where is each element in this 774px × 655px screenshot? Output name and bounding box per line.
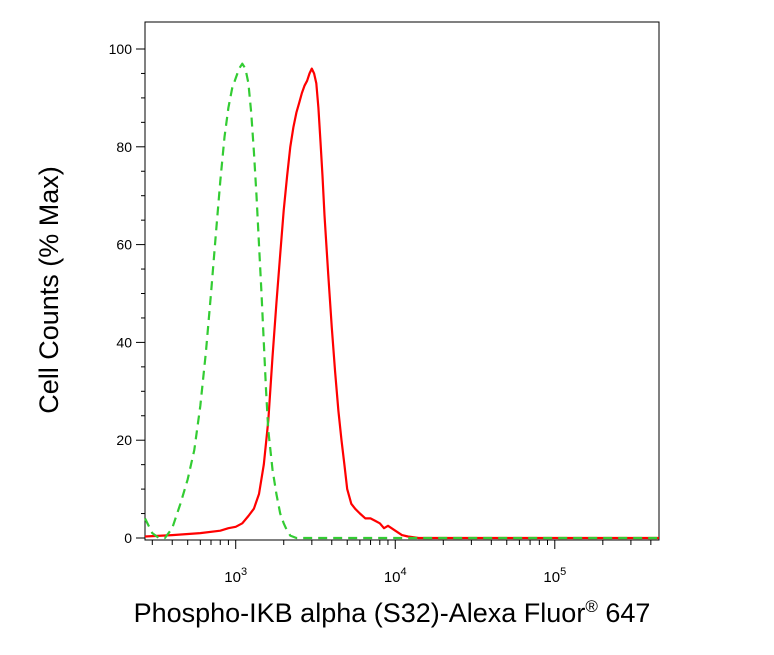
y-tick-marks bbox=[136, 48, 145, 539]
x-axis-title-suffix: 647 bbox=[598, 598, 651, 628]
x-tick-marks bbox=[151, 540, 652, 549]
x-tick-base: 10 bbox=[543, 569, 560, 586]
plot-frame bbox=[144, 21, 660, 541]
y-tick-label: 20 bbox=[116, 432, 132, 448]
y-tick-label: 40 bbox=[116, 334, 132, 350]
sample-histogram-line bbox=[144, 67, 659, 540]
x-tick-exponent: 3 bbox=[241, 566, 247, 578]
x-tick-label: 104 bbox=[384, 566, 407, 586]
x-tick-base: 10 bbox=[384, 569, 401, 586]
x-tick-exponent: 5 bbox=[560, 566, 566, 578]
x-axis-title-superscript: ® bbox=[585, 597, 598, 616]
y-axis-title: Cell Counts (% Max) bbox=[34, 166, 64, 414]
x-tick-label: 103 bbox=[224, 566, 247, 586]
x-tick-base: 10 bbox=[224, 569, 241, 586]
y-tick-label: 100 bbox=[109, 41, 133, 57]
series-layer bbox=[144, 62, 659, 540]
control-histogram-line bbox=[144, 62, 659, 540]
y-tick-label: 80 bbox=[116, 139, 132, 155]
x-axis-title: Phospho-IKB alpha (S32)-Alexa Fluor® 647 bbox=[134, 597, 651, 628]
x-tick-label: 105 bbox=[543, 566, 566, 586]
x-axis-title-main: Phospho-IKB alpha (S32)-Alexa Fluor bbox=[134, 598, 586, 628]
y-tick-labels: 0 20 40 60 80 100 bbox=[109, 41, 133, 546]
y-tick-label: 0 bbox=[124, 530, 132, 546]
x-tick-exponent: 4 bbox=[401, 566, 407, 578]
x-tick-labels: 103 104 105 bbox=[224, 566, 566, 586]
y-tick-label: 60 bbox=[116, 237, 132, 253]
